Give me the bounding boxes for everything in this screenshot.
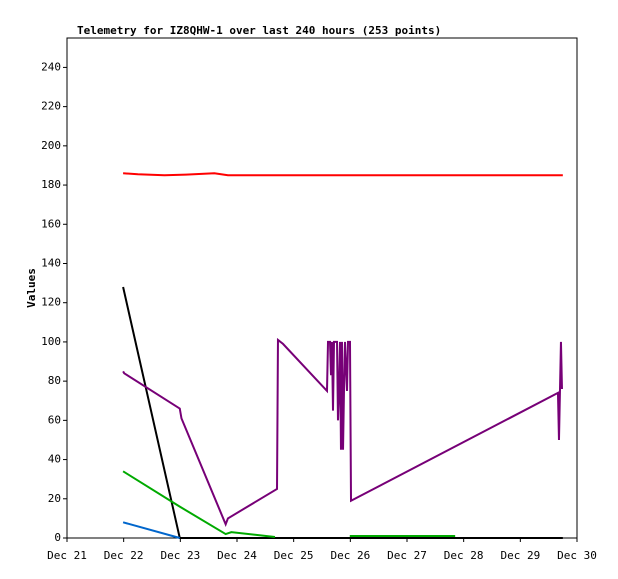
y-tick-label: 180 (41, 178, 61, 191)
y-tick-label: 240 (41, 60, 61, 73)
x-tick-label: Dec 27 (387, 549, 427, 562)
series-line (122, 470, 456, 539)
series-line (122, 521, 181, 539)
x-tick-label: Dec 28 (444, 549, 484, 562)
y-axis-label: Values (25, 268, 38, 308)
series-line (122, 337, 563, 527)
series-line (123, 172, 563, 177)
x-tick-label: Dec 29 (500, 549, 540, 562)
x-tick-label: Dec 30 (557, 549, 597, 562)
x-tick-label: Dec 26 (330, 549, 370, 562)
y-tick-label: 100 (41, 335, 61, 348)
x-tick-label: Dec 25 (274, 549, 314, 562)
x-tick-label: Dec 21 (47, 549, 87, 562)
y-tick-label: 60 (48, 413, 61, 426)
y-tick-label: 20 (48, 492, 61, 505)
y-tick-label: 120 (41, 296, 61, 309)
y-tick-label: 0 (54, 531, 61, 544)
x-tick-label: Dec 23 (160, 549, 200, 562)
x-tick-label: Dec 24 (217, 549, 257, 562)
y-tick-label: 200 (41, 139, 61, 152)
y-tick-label: 220 (41, 100, 61, 113)
x-tick-label: Dec 22 (104, 549, 144, 562)
y-tick-label: 160 (41, 217, 61, 230)
chart-title: Telemetry for IZ8QHW-1 over last 240 hou… (77, 24, 441, 37)
y-tick-label: 80 (48, 374, 61, 387)
y-tick-label: 40 (48, 453, 61, 466)
y-tick-label: 140 (41, 256, 61, 269)
